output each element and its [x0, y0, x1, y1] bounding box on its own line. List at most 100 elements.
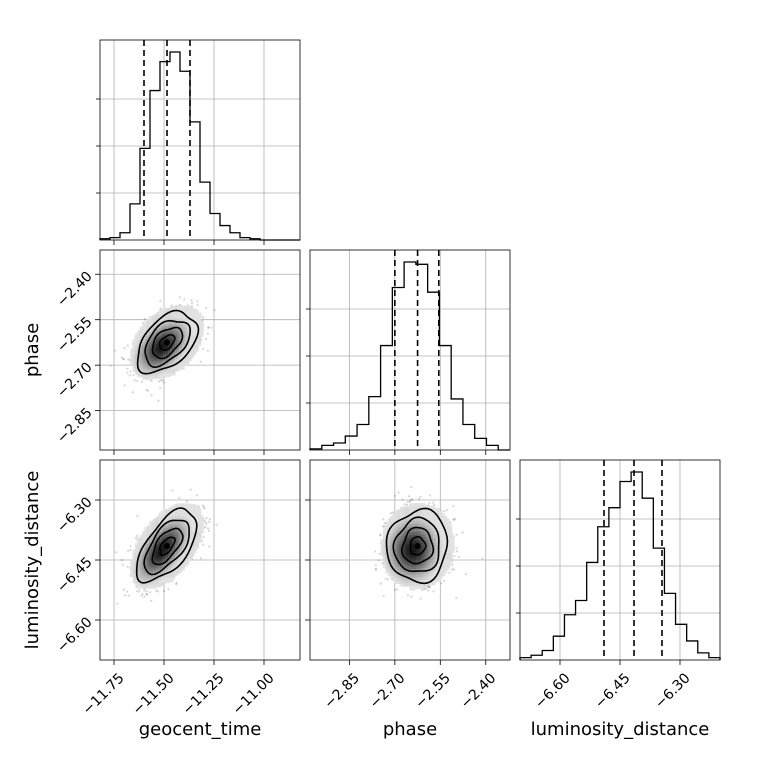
sample-point [116, 602, 119, 605]
sample-point [170, 304, 173, 307]
sample-point [410, 595, 413, 598]
sample-point [141, 321, 145, 325]
sample-point [201, 347, 204, 351]
sample-point [127, 358, 130, 361]
panel-frame [99, 249, 301, 451]
sample-point [205, 516, 208, 520]
contour-2 [144, 319, 192, 369]
sample-point [210, 326, 213, 329]
x-axis-label-luminosity_distance: luminosity_distance [531, 719, 710, 740]
sample-point [461, 531, 464, 534]
sample-point [120, 356, 124, 359]
sample-point [411, 498, 414, 501]
sample-point [215, 523, 218, 526]
sample-point [202, 535, 205, 539]
panel-content [310, 460, 510, 660]
sample-point [382, 525, 385, 528]
sample-point [390, 512, 393, 515]
x-tick-label-geocent_time: −11.75 [80, 670, 128, 718]
sample-point [455, 550, 459, 553]
sample-point [150, 599, 153, 602]
contour-3 [385, 507, 449, 585]
sample-point [163, 381, 166, 384]
sample-point [124, 594, 127, 597]
sample-point [396, 588, 399, 591]
sample-point [127, 594, 130, 597]
sample-point [428, 494, 432, 497]
sample-point [204, 525, 207, 528]
sample-point [418, 497, 421, 501]
histogram-luminosity_distance [519, 471, 721, 660]
sample-point [201, 543, 204, 546]
hist-panel-phase [306, 249, 511, 455]
panel-content [100, 250, 300, 450]
contour-2 [143, 519, 190, 576]
sample-point [157, 399, 160, 402]
sample-point [190, 302, 194, 305]
contour-3 [135, 507, 198, 584]
sample-point [432, 501, 435, 504]
sample-point [374, 568, 377, 571]
sample-point [122, 358, 125, 361]
sample-point [207, 326, 210, 329]
sample-point [145, 388, 148, 392]
sample-point [377, 559, 380, 562]
sample-point [146, 389, 150, 392]
panel-content [100, 460, 300, 660]
sample-point [140, 594, 143, 597]
x-tick-label-geocent_time: −11.00 [230, 670, 278, 718]
sample-point [420, 588, 424, 592]
sample-point [143, 595, 146, 598]
sample-point [406, 500, 409, 504]
sample-point [384, 577, 387, 580]
sample-point [206, 332, 209, 335]
sample-point [123, 347, 126, 350]
sample-point [162, 589, 166, 593]
sample-point [171, 489, 174, 492]
sample-point [128, 374, 131, 377]
sample-point [452, 568, 455, 571]
sample-point [407, 495, 411, 498]
y-tick-label-phase: −2.55 [54, 314, 96, 356]
x-tick-label-luminosity_distance: −6.60 [532, 670, 574, 712]
sample-point [202, 505, 206, 509]
sample-point [134, 536, 137, 540]
sample-point [146, 592, 149, 596]
sample-point [379, 582, 383, 585]
sample-point [189, 488, 192, 491]
sample-point [408, 500, 412, 504]
sample-point [123, 588, 126, 591]
sample-point [127, 549, 130, 553]
sample-point [178, 496, 181, 500]
sample-point [201, 504, 204, 507]
sample-point [401, 498, 404, 501]
axis-labels: geocent_time phase luminosity_distancephas… [22, 323, 709, 740]
sample-point [120, 559, 123, 562]
sample-point [382, 518, 385, 521]
sample-point [428, 586, 431, 589]
sample-point [133, 379, 136, 382]
sample-point [126, 371, 129, 374]
sample-point [145, 590, 148, 593]
sample-point [382, 595, 385, 598]
sample-point [408, 499, 411, 502]
sample-point [453, 554, 456, 558]
y-tick-label-luminosity_distance: −6.60 [54, 614, 96, 656]
sample-point [140, 380, 144, 383]
sample-point [428, 585, 431, 588]
x-axis-label-geocent_time: geocent_time [139, 719, 262, 740]
sample-point [159, 386, 162, 390]
x-tick-label-phase: −2.40 [458, 670, 500, 712]
hist-panel-geocent_time [96, 39, 301, 245]
sample-point [141, 592, 144, 596]
sample-point [203, 519, 206, 522]
sample-point [175, 583, 178, 586]
sample-point [403, 503, 406, 506]
panel-frame [519, 459, 721, 661]
y-axis-label-luminosity_distance: luminosity_distance [22, 471, 43, 650]
sample-point [136, 379, 139, 383]
sample-point [199, 557, 203, 560]
contour-0 [159, 536, 176, 557]
sample-point [202, 315, 205, 319]
x-tick-label-phase: −2.85 [321, 670, 363, 712]
